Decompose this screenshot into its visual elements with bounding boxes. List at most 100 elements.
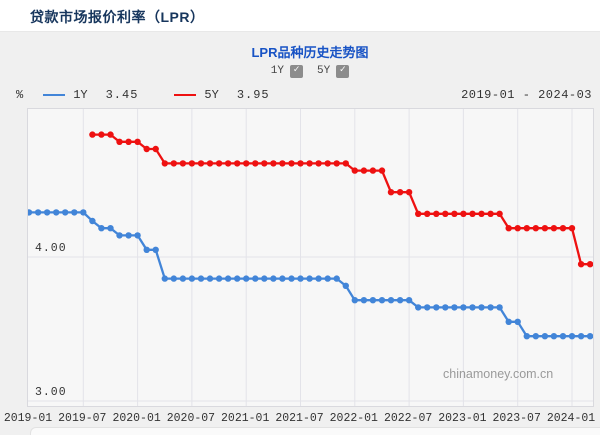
data-point-5y	[333, 160, 340, 167]
data-point-5y	[451, 210, 458, 217]
legend-series-label: 1Y	[73, 88, 88, 102]
data-point-1y	[43, 209, 51, 216]
data-point-1y	[98, 225, 105, 232]
data-point-5y	[433, 210, 440, 217]
data-point-1y	[152, 246, 159, 253]
data-point-5y	[315, 160, 322, 167]
data-point-1y	[333, 275, 340, 282]
data-point-1y	[143, 246, 150, 253]
legend-item-1y: 1Y 3.45	[43, 88, 138, 102]
data-point-1y	[107, 225, 114, 232]
data-point-1y	[243, 275, 250, 282]
data-point-5y	[143, 145, 150, 153]
x-tick-label: 2024-01	[546, 412, 596, 425]
data-point-5y	[369, 167, 377, 174]
data-point-5y	[170, 160, 177, 167]
toggle-label: 1Y	[270, 65, 284, 77]
data-point-5y	[541, 225, 549, 232]
data-point-1y	[487, 304, 494, 311]
x-tick-label: 2021-01	[221, 412, 270, 425]
data-point-5y	[568, 225, 576, 232]
data-point-5y	[514, 225, 521, 232]
x-tick-label: 2023-01	[438, 412, 487, 425]
x-tick-label: 2019-01	[3, 412, 53, 425]
data-point-5y	[134, 138, 141, 145]
data-point-1y	[360, 297, 368, 304]
data-point-5y	[288, 160, 295, 167]
x-tick-label: 2020-07	[166, 412, 216, 425]
data-point-5y	[523, 225, 530, 232]
data-point-5y	[396, 189, 404, 196]
data-point-5y	[342, 160, 349, 167]
data-point-1y	[469, 304, 476, 311]
data-point-5y	[424, 210, 431, 217]
data-point-5y	[505, 225, 512, 232]
data-point-1y	[442, 304, 449, 311]
data-point-1y	[523, 333, 530, 340]
data-point-1y	[288, 275, 295, 282]
data-point-1y	[541, 333, 549, 340]
data-point-1y	[179, 275, 187, 282]
watermark-chinamoney: chinamoney.com.cn	[443, 367, 554, 381]
data-point-5y	[89, 131, 96, 138]
y-axis-unit-label: %	[16, 88, 24, 102]
data-point-1y	[279, 275, 286, 282]
data-point-5y	[586, 261, 593, 268]
data-point-5y	[405, 189, 413, 196]
data-point-5y	[152, 145, 159, 153]
data-point-5y	[197, 160, 205, 167]
data-point-1y	[415, 304, 422, 311]
series-toggle-1y[interactable]: 1Y ✓	[270, 64, 303, 78]
data-point-1y	[89, 217, 96, 225]
data-point-1y	[34, 209, 42, 216]
legend-row: % 1Y 3.45 5Y 3.95 2019-01 - 2024-03	[16, 87, 592, 103]
data-point-1y	[71, 209, 78, 216]
data-point-1y	[125, 232, 132, 239]
data-point-5y	[469, 210, 476, 217]
window-header: 贷款市场报价利率（LPR）	[0, 0, 600, 32]
series-line-1y	[29, 211, 591, 338]
date-range-label: 2019-01 - 2024-03	[461, 88, 592, 102]
data-point-5y	[252, 160, 259, 167]
data-point-5y	[460, 210, 467, 217]
data-point-5y	[306, 160, 313, 167]
x-tick-label: 2019-07	[58, 412, 107, 425]
data-point-5y	[559, 225, 567, 232]
legend-item-5y: 5Y 3.95	[174, 88, 269, 102]
checkbox-checked-icon[interactable]: ✓	[290, 64, 303, 78]
data-point-1y	[405, 297, 413, 304]
data-point-5y	[243, 160, 250, 167]
data-point-1y	[161, 275, 168, 282]
data-point-1y	[369, 297, 377, 304]
legend-latest-value: 3.45	[105, 88, 139, 102]
data-point-1y	[424, 304, 431, 311]
data-point-5y	[496, 210, 503, 217]
legend-latest-value: 3.95	[236, 88, 270, 102]
data-point-5y	[161, 160, 168, 167]
legend-items: 1Y 3.45 5Y 3.95	[43, 88, 305, 102]
plot-area	[27, 108, 594, 407]
data-point-5y	[261, 160, 268, 167]
series-toggle-5y[interactable]: 5Y ✓	[317, 64, 350, 78]
data-point-1y	[306, 275, 313, 282]
data-point-1y	[270, 275, 277, 282]
data-point-1y	[53, 209, 60, 216]
data-point-5y	[387, 189, 395, 196]
data-point-5y	[179, 160, 187, 167]
data-point-1y	[252, 275, 259, 282]
data-point-1y	[378, 297, 386, 304]
data-point-1y	[62, 209, 69, 216]
data-point-1y	[387, 297, 395, 304]
data-point-1y	[460, 304, 467, 311]
x-tick-label: 2023-07	[492, 412, 541, 425]
data-point-1y	[134, 232, 141, 239]
data-point-1y	[261, 275, 268, 282]
data-point-5y	[324, 160, 331, 167]
data-point-5y	[116, 138, 123, 145]
data-point-1y	[586, 333, 593, 340]
data-point-1y	[550, 333, 558, 340]
checkbox-checked-icon[interactable]: ✓	[336, 64, 350, 78]
series-toggle-row: 1Y ✓ 5Y ✓	[27, 62, 593, 80]
data-point-1y	[324, 275, 331, 282]
